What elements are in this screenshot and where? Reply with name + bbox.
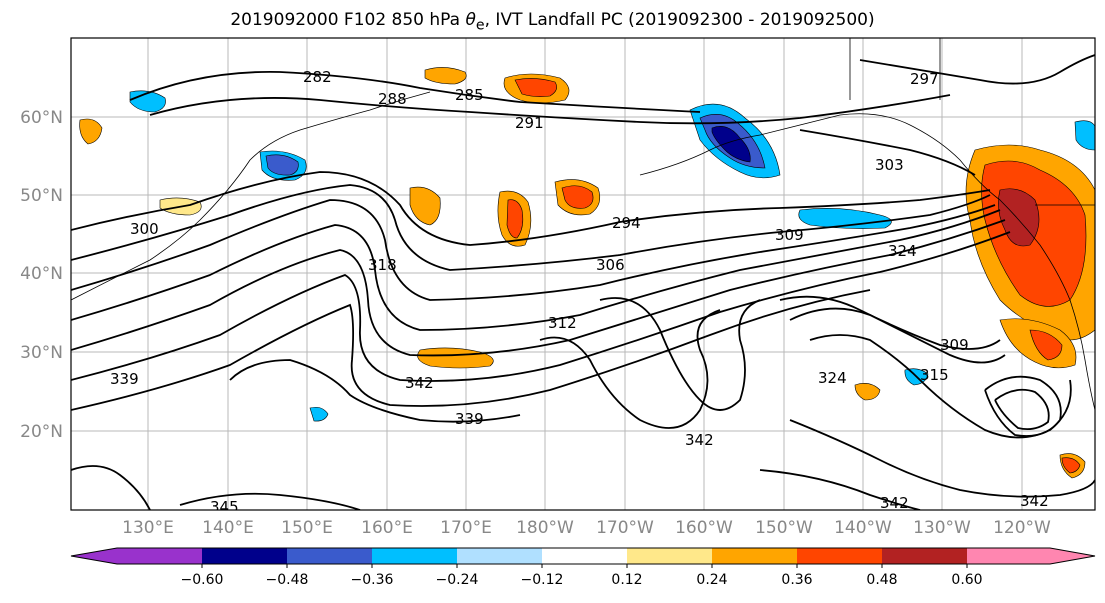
theta-e-contours xyxy=(71,54,1095,510)
contour-label-303: 303 xyxy=(875,156,904,174)
contour-label-315: 315 xyxy=(920,366,949,384)
longitude-labels: 130°E 140°E 150°E 160°E 170°E 180°W 170°… xyxy=(122,518,1051,538)
colorbar-tick-label: 0.60 xyxy=(951,572,982,588)
colorbar-tick-label: 0.24 xyxy=(696,572,727,588)
lon-label-170w: 170°W xyxy=(596,518,654,538)
colorbar-swatch-6 xyxy=(627,548,712,564)
lat-label-30n: 30°N xyxy=(20,343,63,363)
lon-label-160w: 160°W xyxy=(675,518,733,538)
lon-label-180w: 180°W xyxy=(516,518,574,538)
lat-label-20n: 20°N xyxy=(20,422,63,442)
map-border xyxy=(70,37,1096,511)
contour-label-324b: 324 xyxy=(818,369,847,387)
colorbar-tick-label: −0.48 xyxy=(266,572,309,588)
colorbar-tick-label: 0.12 xyxy=(611,572,642,588)
lat-label-60n: 60°N xyxy=(20,108,63,128)
lon-label-160e: 160°E xyxy=(361,518,413,538)
shaded-anomalies xyxy=(79,67,1095,479)
contour-label-291: 291 xyxy=(515,114,544,132)
colorbar-swatch-0b xyxy=(117,548,202,564)
colorbar-swatch-10b xyxy=(1050,548,1095,564)
lat-label-50n: 50°N xyxy=(20,186,63,206)
colorbar-swatch-8 xyxy=(797,548,882,564)
lon-label-140w: 140°W xyxy=(834,518,892,538)
contour-label-300: 300 xyxy=(130,220,159,238)
contour-label-339b: 339 xyxy=(455,410,484,428)
map-title: 2019092000 F102 850 hPa θe, IVT Landfall… xyxy=(230,10,875,34)
coastlines xyxy=(71,38,1095,411)
latitude-labels: 60°N 50°N 40°N 30°N 20°N xyxy=(20,108,63,442)
colorbar-swatch-3 xyxy=(372,548,457,564)
contour-label-342c: 342 xyxy=(880,494,909,512)
contour-label-285: 285 xyxy=(455,86,484,104)
contour-label-345: 345 xyxy=(210,498,239,516)
colorbar-tick-label: −0.36 xyxy=(351,572,394,588)
contour-label-342d: 342 xyxy=(1020,492,1049,510)
contour-label-282: 282 xyxy=(303,68,332,86)
contour-label-309a: 309 xyxy=(775,226,804,244)
colorbar-tick-label: 0.48 xyxy=(866,572,897,588)
contour-label-342a: 342 xyxy=(405,374,434,392)
contour-label-309b: 309 xyxy=(940,336,969,354)
contour-label-324a: 324 xyxy=(888,242,917,260)
colorbar-swatch-5 xyxy=(542,548,627,564)
colorbar: −0.60 −0.48 −0.36 −0.24 −0.12 0.12 0.24 … xyxy=(70,547,1096,588)
contour-label-294: 294 xyxy=(612,214,641,232)
contour-labels: 282 285 288 291 297 303 300 294 306 309 … xyxy=(110,68,1049,516)
colorbar-swatch-10 xyxy=(967,548,1050,564)
colorbar-swatch-9 xyxy=(882,548,967,564)
colorbar-swatch-4 xyxy=(457,548,542,564)
lon-label-170e: 170°E xyxy=(440,518,492,538)
colorbar-tick-label: −0.12 xyxy=(521,572,564,588)
lon-label-150e: 150°E xyxy=(281,518,333,538)
colorbar-tick-label: −0.60 xyxy=(181,572,224,588)
lon-label-150w: 150°W xyxy=(755,518,813,538)
lon-label-130e: 130°E xyxy=(122,518,174,538)
colorbar-swatch-2 xyxy=(287,548,372,564)
contour-label-288: 288 xyxy=(378,90,407,108)
lat-label-40n: 40°N xyxy=(20,264,63,284)
colorbar-tick-label: −0.24 xyxy=(436,572,479,588)
contour-label-297: 297 xyxy=(910,70,939,88)
contour-label-342b: 342 xyxy=(685,431,714,449)
map-panel: 282 285 288 291 297 303 300 294 306 309 … xyxy=(71,38,1095,516)
lon-label-120w: 120°W xyxy=(993,518,1051,538)
colorbar-swatch-0 xyxy=(71,548,117,564)
colorbar-swatch-1 xyxy=(202,548,287,564)
contour-label-339a: 339 xyxy=(110,370,139,388)
contour-label-312: 312 xyxy=(548,314,577,332)
lon-label-130w: 130°W xyxy=(913,518,971,538)
colorbar-outline xyxy=(70,547,1096,565)
lon-label-140e: 140°E xyxy=(202,518,254,538)
contour-label-306: 306 xyxy=(596,256,625,274)
contour-label-318: 318 xyxy=(368,256,397,274)
colorbar-tick-label: 0.36 xyxy=(781,572,812,588)
colorbar-swatch-7 xyxy=(712,548,797,564)
